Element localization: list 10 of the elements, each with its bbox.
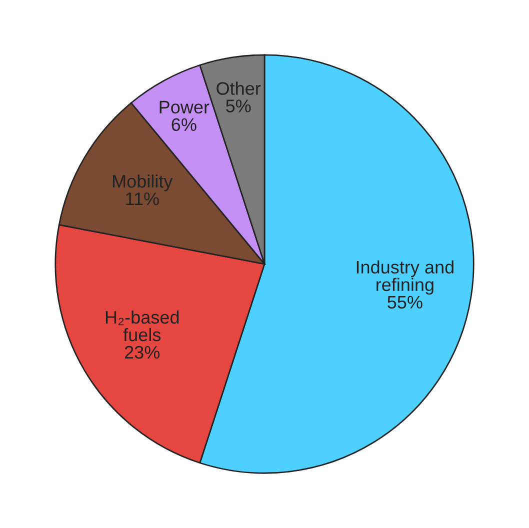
- slice-label: Power: [160, 100, 210, 114]
- slice-label: Other: [216, 82, 261, 95]
- slice-label: H₂-based fuels: [106, 310, 179, 342]
- data-label: 6%: [172, 118, 196, 132]
- slice-label: Mobility: [113, 174, 173, 192]
- data-label: 23%: [124, 346, 160, 359]
- data-label: 55%: [388, 296, 422, 309]
- data-label: 5%: [226, 100, 251, 112]
- slice-label: Industry and refining: [356, 260, 454, 295]
- data-label: 11%: [126, 192, 159, 206]
